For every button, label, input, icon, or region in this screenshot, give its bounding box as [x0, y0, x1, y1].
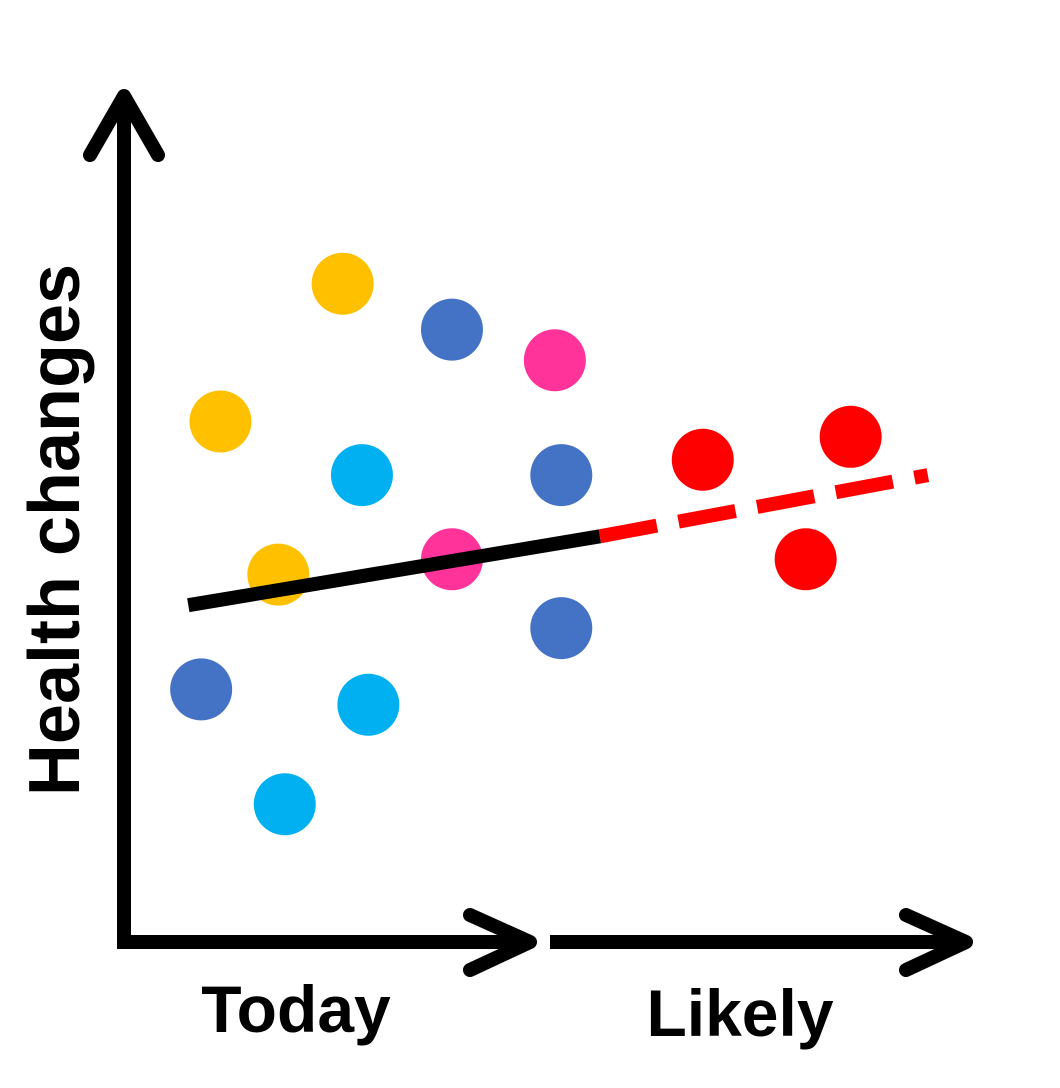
data-point-14 [819, 405, 882, 468]
data-point-13 [671, 428, 734, 491]
projection-line [598, 468, 930, 544]
data-point-6 [530, 597, 593, 660]
data-point-7 [170, 658, 233, 721]
data-point-5 [530, 444, 593, 507]
lines-layer [187, 468, 930, 613]
data-point-9 [337, 673, 400, 736]
data-point-2 [189, 390, 252, 453]
data-point-11 [523, 329, 586, 392]
data-point-10 [253, 773, 316, 836]
data-point-4 [420, 298, 483, 361]
x-axis-label-today: Today [201, 972, 391, 1046]
y-axis-label: Health changes [15, 264, 95, 796]
x-axis-likely-arrowhead [899, 908, 973, 977]
data-point-15 [774, 528, 837, 591]
data-point-8 [330, 444, 393, 507]
data-point-1 [311, 252, 374, 315]
x-axis-label-likely: Likely [646, 976, 833, 1050]
trend-line [187, 529, 602, 613]
x-axis-today-arrowhead [463, 908, 537, 977]
y-axis-arrowhead [83, 89, 165, 162]
points-layer [170, 252, 882, 836]
